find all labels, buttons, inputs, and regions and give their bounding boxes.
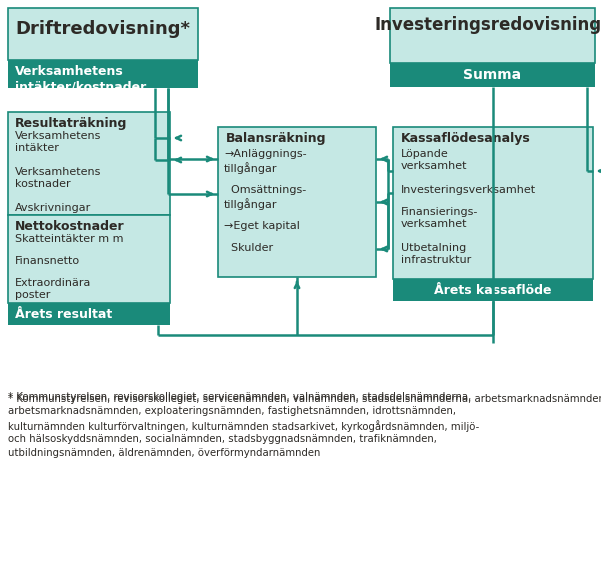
Text: Skatteintäkter m m: Skatteintäkter m m xyxy=(15,234,123,244)
Text: * Kommunstyrelsen, revisorskollegiet, servicenämnden, valnämnden, stadsdelsnämnd: * Kommunstyrelsen, revisorskollegiet, se… xyxy=(8,392,601,404)
Bar xyxy=(390,8,595,63)
Bar xyxy=(8,303,170,325)
Bar xyxy=(8,60,198,88)
Text: Finansnetto: Finansnetto xyxy=(15,256,80,266)
Text: * Kommunstyrelsen, revisorskollegiet, servicenämnden, valnämnden, stadsdelsnämnd: * Kommunstyrelsen, revisorskollegiet, se… xyxy=(8,392,471,402)
Text: Årets kassaflöde: Årets kassaflöde xyxy=(435,284,552,297)
Text: Omsättnings-
tillgångar: Omsättnings- tillgångar xyxy=(224,185,307,210)
Bar xyxy=(8,112,170,215)
Text: Löpande
verksamhet: Löpande verksamhet xyxy=(401,149,468,171)
Bar xyxy=(218,127,376,277)
Text: Avskrivningar: Avskrivningar xyxy=(15,203,91,213)
Text: Investeringsverksamhet: Investeringsverksamhet xyxy=(401,185,536,195)
Text: Finansierings-
verksamhet: Finansierings- verksamhet xyxy=(401,207,478,229)
Text: Investeringsredovisning*: Investeringsredovisning* xyxy=(374,16,601,34)
Text: Verksamhetens
intäkter: Verksamhetens intäkter xyxy=(15,131,102,153)
Text: Summa: Summa xyxy=(463,68,522,82)
Text: kulturnämnden kulturförvaltningen, kulturnämnden stadsarkivet, kyrkogårdsnämnden: kulturnämnden kulturförvaltningen, kultu… xyxy=(8,420,479,432)
Text: Kassaflödesanalys: Kassaflödesanalys xyxy=(401,132,531,145)
Text: Verksamhetens
kostnader: Verksamhetens kostnader xyxy=(15,167,102,189)
Text: arbetsmarknadsnämnden, exploateringsnämnden, fastighetsnämnden, idrottsnämnden,: arbetsmarknadsnämnden, exploateringsnämn… xyxy=(8,406,456,416)
Bar xyxy=(8,215,170,303)
Text: Utbetalning
infrastruktur: Utbetalning infrastruktur xyxy=(401,243,471,266)
Bar xyxy=(393,279,593,301)
Bar xyxy=(393,127,593,279)
Text: utbildningsnämnden, äldrenämnden, överförmyndarnämnden: utbildningsnämnden, äldrenämnden, överfö… xyxy=(8,448,320,458)
Text: →Eget kapital: →Eget kapital xyxy=(224,221,300,231)
Text: →Anläggnings-
tillgångar: →Anläggnings- tillgångar xyxy=(224,149,307,174)
Bar xyxy=(8,8,198,60)
Text: Nettokostnader: Nettokostnader xyxy=(15,220,124,233)
Text: och hälsoskyddsnämnden, socialnämnden, stadsbyggnadsnämnden, trafiknämnden,: och hälsoskyddsnämnden, socialnämnden, s… xyxy=(8,434,437,444)
Text: Skulder: Skulder xyxy=(224,243,273,253)
Text: Balansräkning: Balansräkning xyxy=(226,132,326,145)
Text: Verksamhetens
intäkter/kostnader: Verksamhetens intäkter/kostnader xyxy=(15,65,146,94)
Bar xyxy=(390,63,595,87)
Text: Extraordinära
poster: Extraordinära poster xyxy=(15,278,91,300)
Text: Resultaträkning: Resultaträkning xyxy=(15,117,127,130)
Text: Årets resultat: Årets resultat xyxy=(15,308,112,321)
Text: Driftredovisning*: Driftredovisning* xyxy=(16,20,191,38)
